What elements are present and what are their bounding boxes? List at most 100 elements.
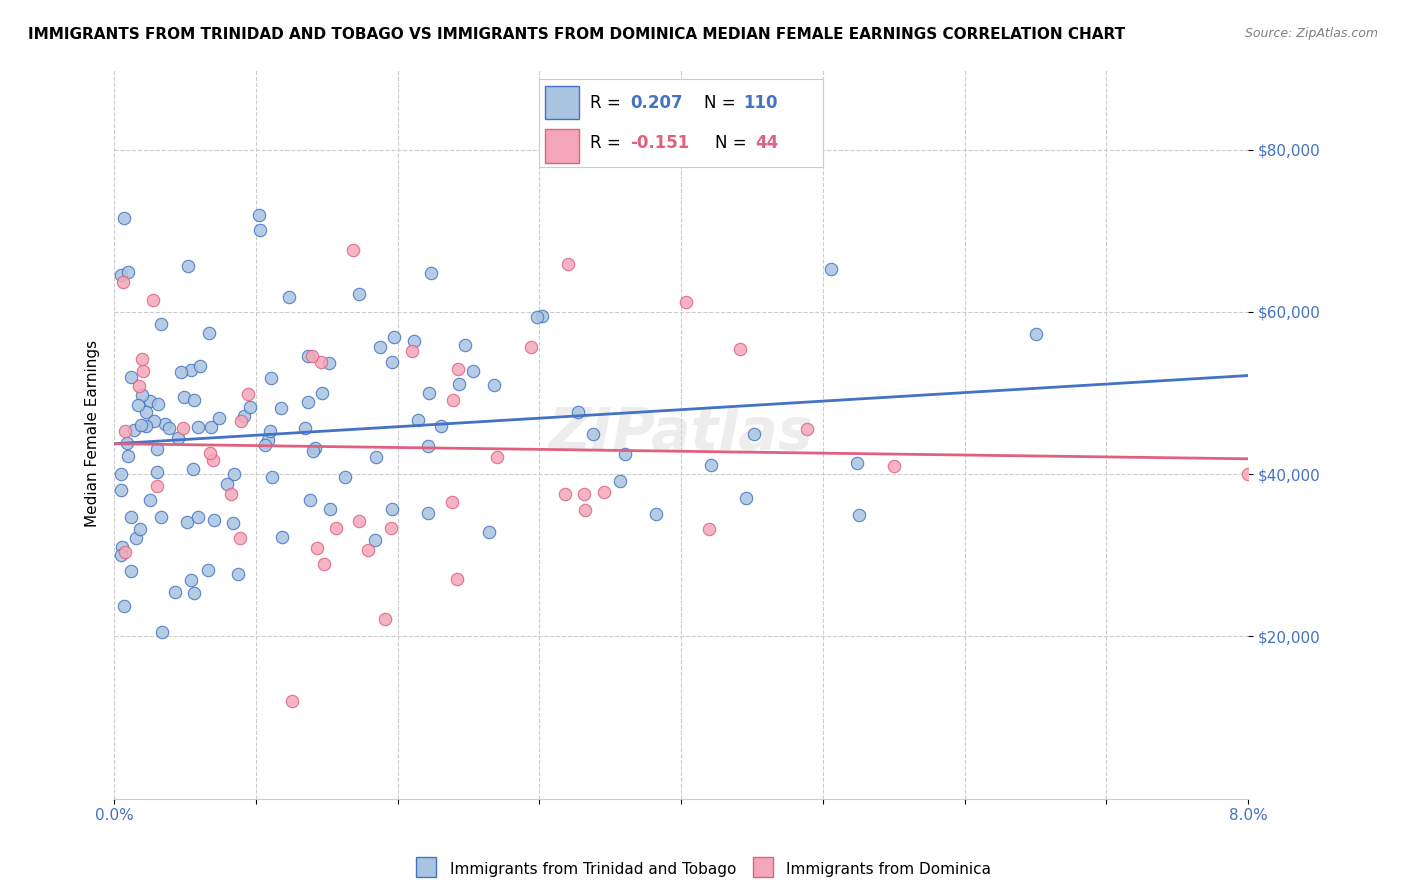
Point <box>135 405 157 419</box>
Point <box>222 516 245 530</box>
Point <box>342 243 364 257</box>
Point <box>139 493 162 508</box>
Point <box>347 514 370 528</box>
Point <box>128 379 150 393</box>
Point <box>146 465 169 479</box>
Point <box>115 436 138 450</box>
Text: ZIPatlas: ZIPatlas <box>548 405 814 462</box>
Point <box>111 541 134 555</box>
Point <box>742 427 765 442</box>
Point <box>226 567 249 582</box>
Point <box>530 310 553 324</box>
Point <box>312 557 335 571</box>
Point <box>381 355 404 369</box>
Point <box>224 467 246 481</box>
Point <box>229 532 252 546</box>
Point <box>574 503 596 517</box>
Point <box>256 433 278 447</box>
Point <box>356 542 378 557</box>
Point <box>114 545 136 559</box>
Point <box>402 334 425 348</box>
Point <box>446 572 468 586</box>
Point <box>796 422 818 436</box>
Point <box>259 424 281 438</box>
Point <box>319 501 342 516</box>
Point <box>557 257 579 271</box>
Point <box>131 388 153 402</box>
Text: IMMIGRANTS FROM TRINIDAD AND TOBAGO VS IMMIGRANTS FROM DOMINICA MEDIAN FEMALE EA: IMMIGRANTS FROM TRINIDAD AND TOBAGO VS I… <box>28 27 1125 42</box>
Point <box>368 340 391 354</box>
Point <box>463 364 485 378</box>
Point <box>170 365 193 379</box>
Point <box>333 470 356 484</box>
Point <box>482 378 505 392</box>
Point <box>159 420 181 434</box>
Point <box>485 450 508 465</box>
Point <box>318 356 340 370</box>
Point <box>131 351 153 366</box>
Point <box>254 438 277 452</box>
Point <box>120 564 142 578</box>
Point <box>215 477 238 491</box>
Point <box>554 487 576 501</box>
Point <box>173 390 195 404</box>
Point <box>408 413 430 427</box>
Point <box>454 338 477 352</box>
Point <box>281 694 304 708</box>
Point <box>139 394 162 409</box>
Point <box>297 395 319 409</box>
Point <box>129 522 152 536</box>
Point <box>520 339 543 353</box>
Point <box>172 421 194 435</box>
Point <box>247 208 270 222</box>
Point <box>180 363 202 377</box>
Point <box>153 417 176 431</box>
Point <box>364 450 387 465</box>
Point <box>112 211 135 225</box>
Point <box>146 442 169 456</box>
Point <box>699 458 721 473</box>
Point <box>142 414 165 428</box>
Point <box>304 441 326 455</box>
Point <box>110 467 132 482</box>
Point <box>447 361 470 376</box>
Point <box>311 385 333 400</box>
Point <box>848 508 870 522</box>
Point <box>198 446 221 460</box>
Point <box>239 400 262 414</box>
Point <box>270 401 292 415</box>
Point <box>232 409 254 423</box>
Point <box>1025 327 1047 342</box>
Point <box>526 310 548 325</box>
Point <box>200 420 222 434</box>
Legend: Immigrants from Trinidad and Tobago, Immigrants from Dominica: Immigrants from Trinidad and Tobago, Imm… <box>408 854 998 884</box>
Point <box>183 393 205 408</box>
Point <box>728 343 751 357</box>
Point <box>297 349 319 363</box>
Point <box>645 507 668 521</box>
Point <box>430 419 453 434</box>
Point <box>374 612 396 626</box>
Point <box>219 487 242 501</box>
Point <box>120 370 142 384</box>
Point <box>149 318 172 332</box>
Point <box>298 493 321 508</box>
Point <box>127 398 149 412</box>
Point <box>262 470 284 484</box>
Point <box>401 344 423 359</box>
Y-axis label: Median Female Earnings: Median Female Earnings <box>86 340 100 527</box>
Point <box>478 524 501 539</box>
Point <box>613 447 636 461</box>
Point <box>180 574 202 588</box>
Point <box>187 509 209 524</box>
Point <box>572 487 595 501</box>
Point <box>201 453 224 467</box>
Point <box>125 531 148 545</box>
Point <box>114 424 136 438</box>
Point <box>260 370 283 384</box>
Point <box>309 355 332 369</box>
Point <box>582 426 605 441</box>
Point <box>112 599 135 613</box>
Point <box>416 439 439 453</box>
Point <box>440 495 463 509</box>
